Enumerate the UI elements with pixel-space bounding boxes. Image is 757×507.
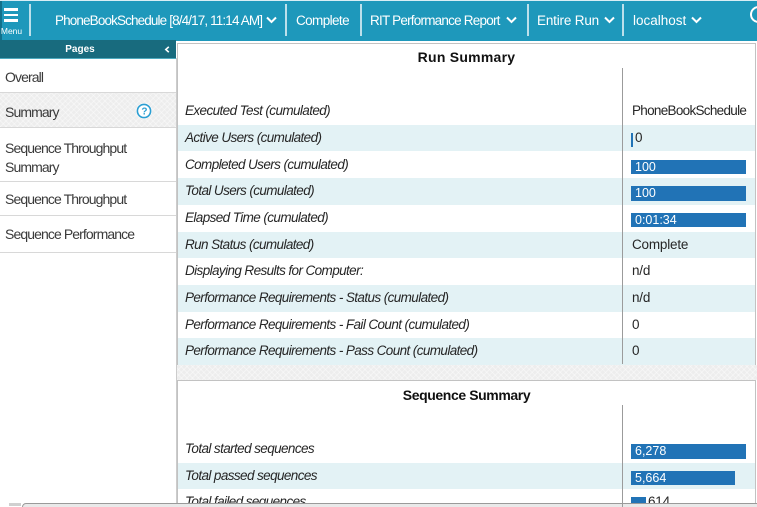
svg-text:?: ? <box>141 106 147 117</box>
